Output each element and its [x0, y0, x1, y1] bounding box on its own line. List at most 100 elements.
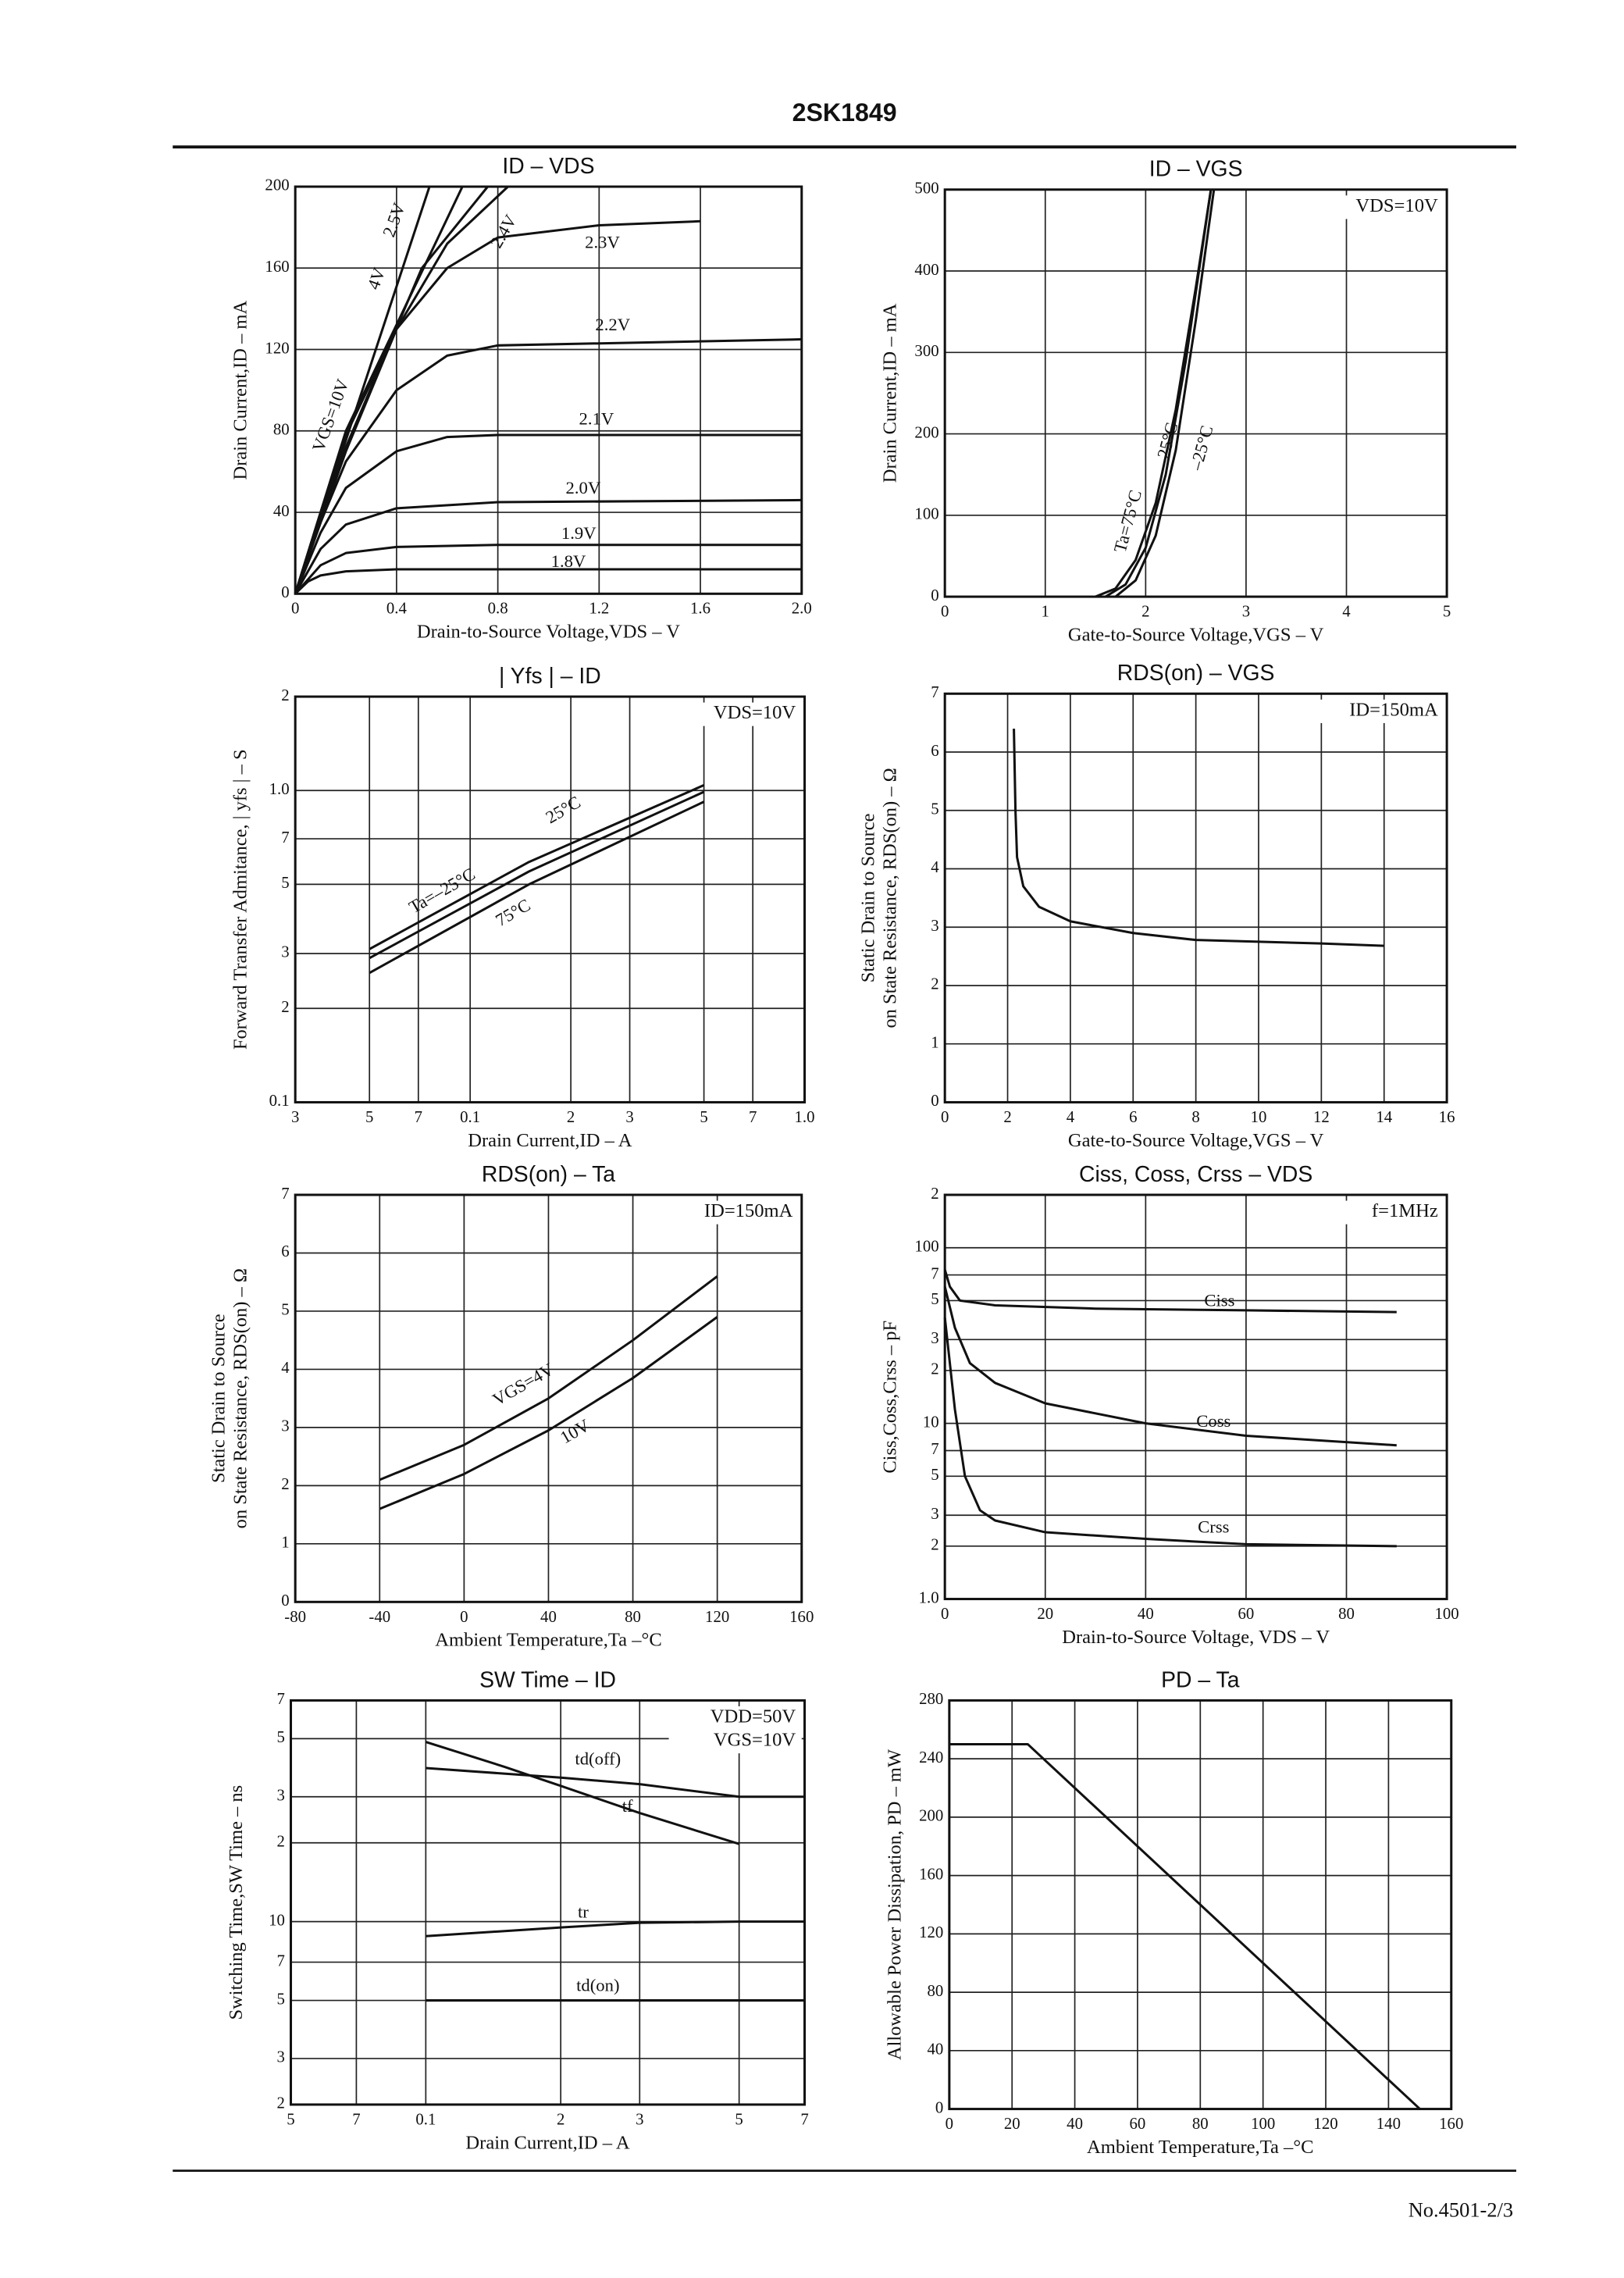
chart-6: 5 7 0.1 2 3 5 7 2 3 5 7 10 2 3 5 7 VDD=50V VGS=10V SW Time…	[226, 1667, 809, 2153]
y-tick-label: 200	[265, 177, 289, 194]
x-tick-label: -80	[284, 1609, 306, 1626]
series-label: 2.3V	[585, 233, 620, 252]
x-tick-label: 5	[287, 2111, 294, 2128]
x-tick-label: 3	[1242, 604, 1250, 621]
x-tick-label: 160	[1439, 2116, 1463, 2133]
annotation: VDD=50V	[710, 1706, 796, 1727]
y-tick-label: 6	[281, 1243, 289, 1260]
x-tick-label: 2	[567, 1109, 575, 1126]
y-tick-label: 2	[931, 1537, 938, 1554]
x-tick-label: 160	[789, 1609, 814, 1626]
series-line	[949, 1742, 1421, 2110]
y-tick-label: 3	[277, 2049, 285, 2066]
x-tick-label: 12	[1313, 1109, 1330, 1126]
x-tick-label: 2	[557, 2111, 564, 2128]
annotation-backdrop	[668, 1706, 802, 1731]
plot-frame	[948, 1699, 1453, 2111]
series-label: 1.8V	[551, 551, 586, 571]
series-line	[379, 1275, 718, 1481]
annotation-backdrop	[1311, 1200, 1444, 1225]
chart-title: SW Time – ID	[479, 1667, 616, 1692]
chart-title: ID – VGS	[1149, 156, 1243, 181]
x-tick-label: 20	[1037, 1606, 1053, 1623]
page-header: 2SK1849	[792, 98, 897, 127]
x-tick-label: 0.1	[460, 1109, 480, 1126]
y-tick-label: 3	[931, 1506, 938, 1523]
y-axis-label: Allowable Power Dissipation, PD – mW	[884, 1749, 905, 2060]
y-tick-label: 5	[277, 1729, 285, 1746]
x-axis-label: Ambient Temperature,Ta –°C	[1087, 2137, 1314, 2158]
y-tick-label: 5	[931, 1291, 938, 1308]
y-tick-label: 160	[919, 1866, 943, 1883]
chart-5: 0 20 40 60 80 100 1.0 2 3 5 7 10 2 3 5 7 100 2 f=1MHz Ciss,…	[880, 1161, 1459, 1648]
series-label: 2.0V	[566, 478, 601, 497]
series-label: 1.9V	[561, 523, 597, 543]
chart-2: 3 5 7 0.1 2 3 5 7 1.0 0.1 2 3 5 7 1.0 2 VDS=10V | Yfs | –…	[230, 663, 815, 1151]
y-tick-label: 2	[277, 2095, 285, 2112]
x-tick-label: 80	[1192, 2116, 1209, 2133]
y-tick-label: 40	[273, 503, 290, 520]
series-line	[1105, 189, 1213, 598]
y-tick-label: 100	[914, 506, 938, 523]
y-axis-label: Switching Time,SW Time – ns	[226, 1785, 247, 2020]
x-tick-label: 120	[1313, 2116, 1337, 2133]
y-tick-label: 400	[914, 262, 938, 279]
series-line	[943, 1317, 1397, 1548]
plot-frame	[943, 188, 1448, 598]
plot-frame	[294, 1193, 803, 1603]
x-tick-label: 14	[1376, 1109, 1392, 1126]
y-axis-label: Static Drain to Source	[857, 813, 878, 982]
y-tick-label: 240	[919, 1749, 943, 1766]
x-tick-label: 40	[1138, 1606, 1154, 1623]
y-tick-label: 7	[281, 1185, 289, 1203]
x-tick-label: 140	[1376, 2116, 1401, 2133]
y-axis-label: Static Drain to Source	[208, 1314, 229, 1483]
x-tick-label: 0	[460, 1609, 468, 1626]
series-line	[943, 1286, 1397, 1447]
x-axis-label: Gate-to-Source Voltage,VGS – V	[1068, 625, 1324, 646]
y-tick-label: 4	[931, 859, 939, 876]
x-axis-label: Drain Current,ID – A	[468, 1130, 632, 1151]
y-tick-label: 3	[281, 1418, 289, 1435]
series-label: td(off)	[575, 1749, 621, 1769]
x-tick-label: 80	[625, 1609, 641, 1626]
y-tick-label: 7	[281, 829, 289, 847]
chart-title: PD – Ta	[1161, 1667, 1240, 1692]
series-line	[369, 800, 705, 975]
page-footer: No.4501-2/3	[1409, 2198, 1513, 2221]
y-tick-label: 2	[931, 1361, 938, 1378]
y-tick-label: 2	[931, 1185, 938, 1203]
x-axis-label: Gate-to-Source Voltage,VGS – V	[1068, 1130, 1324, 1151]
y-tick-label: 7	[931, 1265, 938, 1282]
y-tick-label: 3	[931, 918, 938, 935]
y-tick-label: 10	[269, 1912, 285, 1929]
x-tick-label: 7	[800, 2111, 808, 2128]
y-tick-label: 80	[273, 422, 290, 439]
x-axis-label: Drain-to-Source Voltage, VDS – V	[1062, 1627, 1330, 1648]
y-tick-label: 3	[931, 1330, 938, 1347]
y-tick-label: 0	[931, 587, 938, 604]
x-tick-label: 3	[625, 1109, 633, 1126]
plot-frame	[289, 1699, 807, 2106]
series-line	[294, 433, 802, 594]
x-tick-label: 5	[365, 1109, 373, 1126]
x-tick-label: 8	[1191, 1109, 1199, 1126]
annotation: ID=150mA	[704, 1200, 793, 1221]
x-tick-label: 1	[1042, 604, 1049, 621]
chart-title: Ciss, Coss, Crss – VDS	[1079, 1161, 1312, 1186]
x-tick-label: 5	[1443, 604, 1451, 621]
y-tick-label: 2	[281, 1476, 289, 1493]
x-tick-label: 7	[352, 2111, 360, 2128]
y-tick-label: 7	[931, 1441, 938, 1458]
y-tick-label: 200	[914, 424, 938, 441]
series-label: tr	[578, 1902, 589, 1922]
y-tick-label: 7	[277, 1952, 285, 1970]
series-label: Coss	[1196, 1411, 1230, 1431]
x-tick-label: 0.4	[386, 601, 408, 618]
x-axis-label: Drain Current,ID – A	[465, 2132, 629, 2153]
plot-frame	[294, 185, 803, 595]
annotation: VDS=10V	[1355, 195, 1438, 216]
y-tick-label: 0.1	[269, 1093, 290, 1110]
